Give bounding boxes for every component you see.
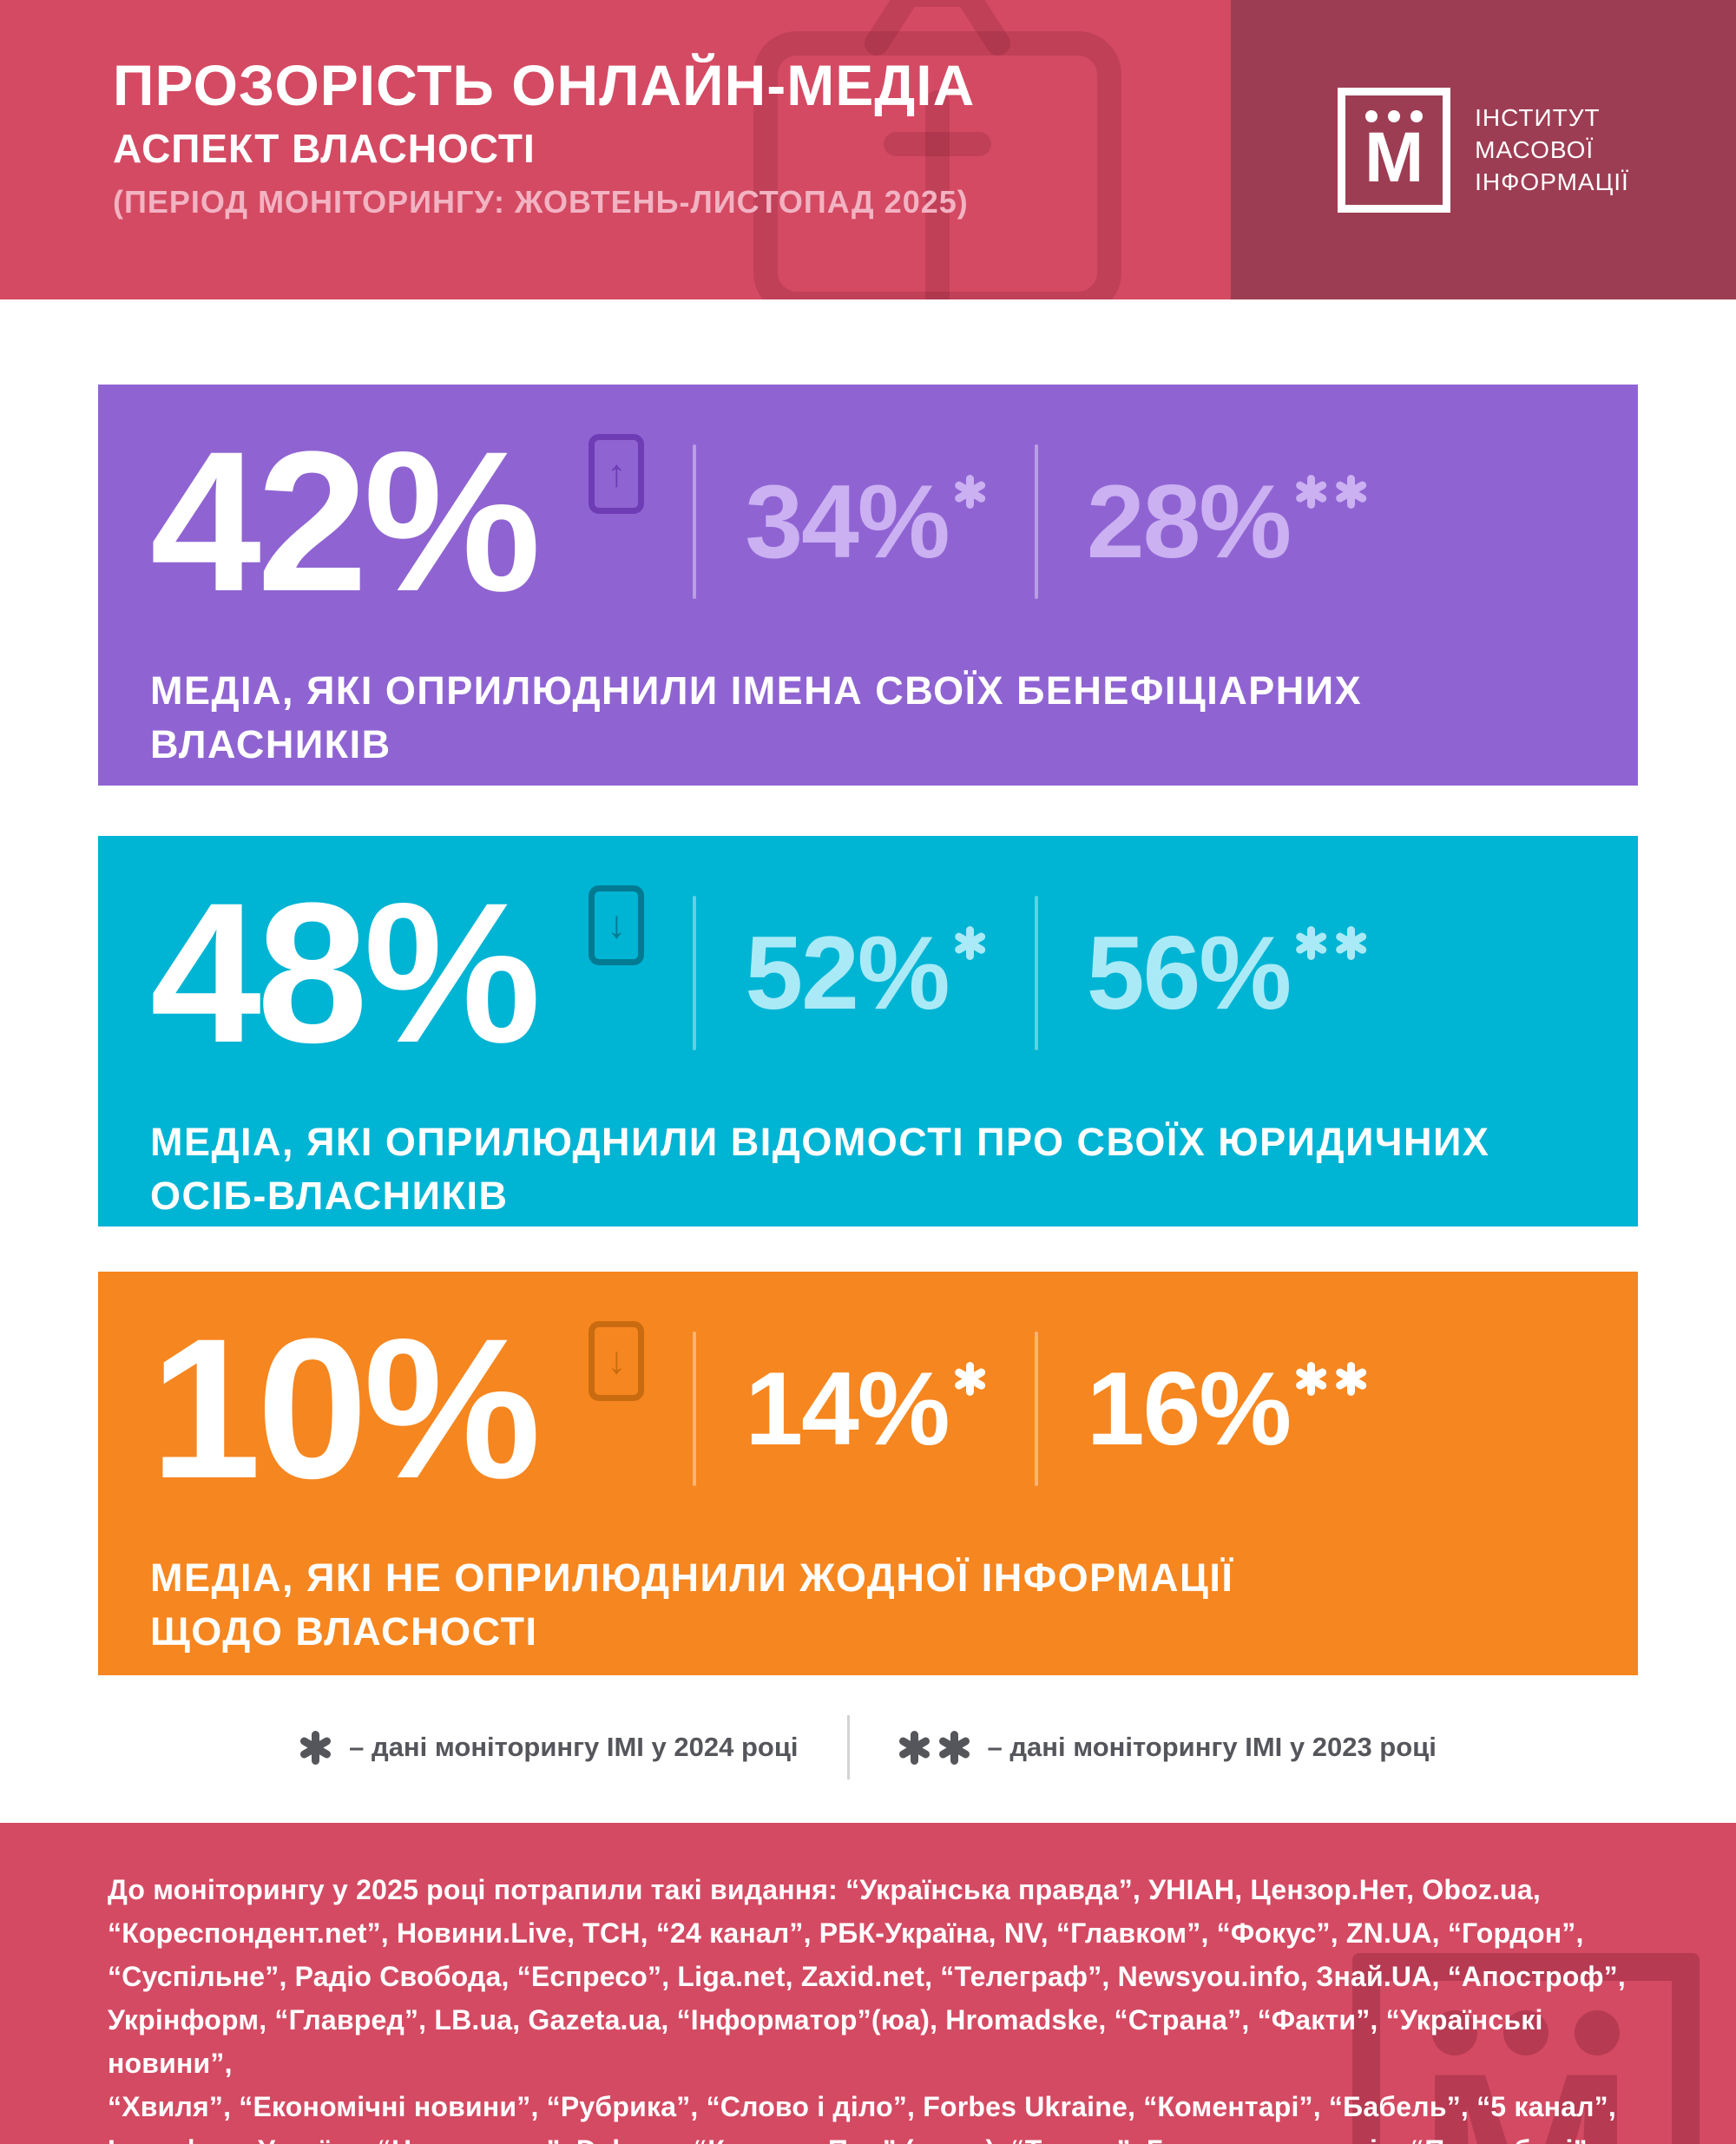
stat-value-2025: 48% [150,861,541,1084]
logo-dot-icon [1388,109,1401,122]
page-subtitle: АСПЕКТ ВЛАСНОСТІ [113,126,536,172]
stat-prev-number: 14% [745,1351,950,1467]
double-asterisk-icon [897,1730,971,1765]
header: ПРОЗОРІСТЬ ОНЛАЙН-МЕДІА АСПЕКТ ВЛАСНОСТІ… [0,0,1736,299]
stat-caption: МЕДІА, ЯКІ ОПРИЛЮДНИЛИ ІМЕНА СВОЇХ БЕНЕФ… [150,668,1363,766]
stat-row: 48% 52% 56% [150,843,1586,1103]
logo-dot-icon [1575,2010,1620,2055]
org-name-line: ІНФОРМАЦІЇ [1475,168,1629,195]
stat-value-2025: 42% [150,410,541,633]
header-text-group: ПРОЗОРІСТЬ ОНЛАЙН-МЕДІА АСПЕКТ ВЛАСНОСТІ… [0,0,1231,299]
stat-value-2025: 10% [150,1297,541,1520]
monitored-media-list: До моніторингу у 2025 році потрапили так… [108,1874,1626,2144]
divider [1034,1332,1038,1486]
briefcase-watermark-icon [753,0,1121,299]
asterisk-icon [952,926,987,961]
imi-brand-panel: М ІНСТИТУТ МАСОВОЇ ІНФОРМАЦІЇ [1231,0,1736,299]
divider [846,1715,850,1779]
stat-prev-number: 16% [1086,1351,1292,1467]
divider [693,896,697,1050]
stat-row: 42% 34% 28% [150,391,1586,652]
stat-value-2023: 56% [1087,921,1368,1025]
logo-dots-icon [1432,2010,1620,2055]
divider [1034,444,1038,599]
logo-dot-icon [1365,109,1378,122]
org-name-line: ІНСТИТУТ [1475,104,1601,131]
stat-prev-number: 52% [745,915,950,1031]
stat-value-2024: 52% [745,921,987,1025]
logo-dot-icon [1410,109,1424,122]
org-name: ІНСТИТУТ МАСОВОЇ ІНФОРМАЦІЇ [1475,102,1629,198]
double-asterisk-icon [1294,926,1368,961]
trend-up-icon [589,434,645,514]
stat-prev-number: 28% [1086,464,1292,580]
stat-row: 10% 14% 16% [150,1279,1586,1539]
legend: – дані моніторингу ІМІ у 2024 році – дан… [0,1715,1736,1779]
divider [1034,896,1038,1050]
imi-logo-watermark-icon: М [1352,1953,1700,2144]
divider [693,444,697,599]
trend-down-icon [589,885,645,965]
divider [693,1332,697,1486]
monitoring-period: (ПЕРІОД МОНІТОРИНГУ: ЖОВТЕНЬ-ЛИСТОПАД 20… [113,183,969,220]
logo-letter: М [1364,117,1424,197]
stat-value-2023: 16% [1087,1357,1368,1461]
stat-prev-number: 34% [745,464,950,580]
logo-dot-icon [1503,2010,1549,2055]
org-name-line: МАСОВОЇ [1475,136,1595,163]
double-asterisk-icon [1294,475,1368,510]
legend-label: – дані моніторингу ІМІ у 2023 році [987,1732,1437,1762]
stat-value-2024: 14% [745,1357,987,1461]
stat-value-2023: 28% [1087,470,1368,574]
trend-down-icon [589,1321,645,1401]
asterisk-icon [952,475,987,510]
legend-item-2023: – дані моніторингу ІМІ у 2023 році [897,1730,1437,1765]
double-asterisk-icon [1294,1362,1368,1397]
legend-item-2024: – дані моніторингу ІМІ у 2024 році [299,1730,799,1765]
footer: До моніторингу у 2025 році потрапили так… [0,1823,1736,2144]
stat-value-2024: 34% [745,470,987,574]
stat-caption: МЕДІА, ЯКІ ОПРИЛЮДНИЛИ ВІДОМОСТІ ПРО СВО… [150,1120,1490,1218]
asterisk-icon [952,1362,987,1397]
logo-dot-icon [1432,2010,1477,2055]
legend-label: – дані моніторингу ІМІ у 2024 році [349,1732,799,1762]
imi-logo-icon: М [1338,87,1451,213]
stat-block-beneficial-owners: 42% 34% 28% МЕДІА, ЯКІ ОПРИЛЮДНИЛИ ІМЕНА… [98,385,1638,786]
stat-block-legal-entities: 48% 52% 56% МЕДІА, ЯКІ ОПРИЛЮДНИЛИ ВІДОМ… [98,836,1638,1227]
stat-block-no-ownership-info: 10% 14% 16% МЕДІА, ЯКІ НЕ ОПРИЛЮДНИЛИ ЖО… [98,1272,1638,1675]
logo-dots-icon [1365,109,1424,122]
stat-caption: МЕДІА, ЯКІ НЕ ОПРИЛЮДНИЛИ ЖОДНОЇ ІНФОРМА… [150,1555,1234,1654]
page-title: ПРОЗОРІСТЬ ОНЛАЙН-МЕДІА [113,53,976,117]
asterisk-icon [299,1730,332,1765]
stat-prev-number: 56% [1086,915,1292,1031]
